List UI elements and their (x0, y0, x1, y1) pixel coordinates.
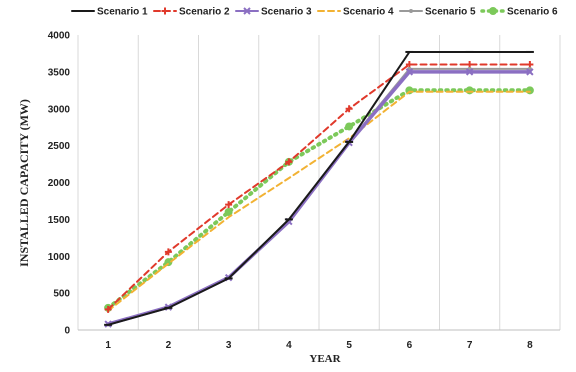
legend-item: Scenario 6 (480, 7, 558, 18)
legend-label: Scenario 4 (343, 7, 394, 18)
x-tick-label: 6 (407, 340, 413, 351)
y-tick-label: 1000 (48, 252, 71, 263)
x-tick-label: 2 (166, 340, 172, 351)
y-tick-label: 500 (53, 289, 70, 300)
data-point (224, 208, 233, 216)
data-point (243, 7, 251, 15)
x-tick-label: 3 (226, 340, 232, 351)
series-2 (104, 61, 534, 313)
data-point (465, 68, 474, 76)
legend-item: Scenario 3 (235, 7, 312, 18)
y-tick-label: 2500 (48, 141, 71, 152)
data-point (489, 7, 497, 15)
y-tick-label: 0 (64, 326, 70, 337)
x-tick-label: 5 (346, 340, 352, 351)
data-point (409, 9, 413, 13)
x-tick-label: 4 (286, 340, 292, 351)
y-tick-label: 3500 (48, 67, 71, 78)
legend-label: Scenario 3 (261, 7, 312, 18)
data-point (225, 201, 233, 209)
series-1 (104, 50, 534, 326)
series-line (107, 90, 531, 312)
data-point (465, 86, 474, 95)
legend-item: Scenario 2 (153, 7, 230, 18)
y-axis-title: INSTALLED CAPACITY (MW) (17, 99, 31, 267)
legend-item: Scenario 4 (317, 7, 394, 18)
data-point (405, 61, 413, 68)
y-tick-label: 4000 (48, 31, 71, 42)
data-point (345, 122, 354, 131)
axes: 0 500 1000 1500 2000 2500 3000 3500 4000 1 2 3 4 5 6 7 8 (48, 31, 560, 351)
series-4 (107, 90, 531, 312)
series-line (106, 88, 532, 310)
legend-item: Scenario 1 (71, 7, 148, 18)
x-tick-label: 1 (105, 340, 111, 351)
data-point (525, 86, 534, 95)
series-line (107, 63, 531, 311)
legend-label: Scenario 5 (425, 7, 476, 18)
legend-label: Scenario 1 (97, 7, 148, 18)
x-tick-label: 8 (527, 340, 533, 351)
x-axis-title: YEAR (309, 353, 341, 365)
data-point (104, 305, 112, 313)
data-point (405, 68, 414, 76)
legend-item: Scenario 5 (399, 7, 476, 18)
legend-label: Scenario 6 (507, 7, 558, 18)
legend-label: Scenario 2 (179, 7, 230, 18)
y-tick-label: 3000 (48, 104, 71, 115)
y-tick-label: 1500 (48, 215, 71, 226)
data-point (164, 248, 172, 256)
data-point (345, 105, 353, 113)
data-point (285, 158, 293, 166)
series-line (107, 51, 531, 326)
y-tick-label: 2000 (48, 178, 71, 189)
data-point (526, 68, 534, 76)
data-point (526, 61, 534, 68)
data-point (466, 61, 474, 68)
data-point (161, 7, 169, 15)
x-tick-label: 7 (467, 340, 473, 351)
series-lines (104, 50, 534, 328)
legend: Scenario 1 Scenario 2 Scenario 3 Scenario 4… (71, 7, 558, 18)
